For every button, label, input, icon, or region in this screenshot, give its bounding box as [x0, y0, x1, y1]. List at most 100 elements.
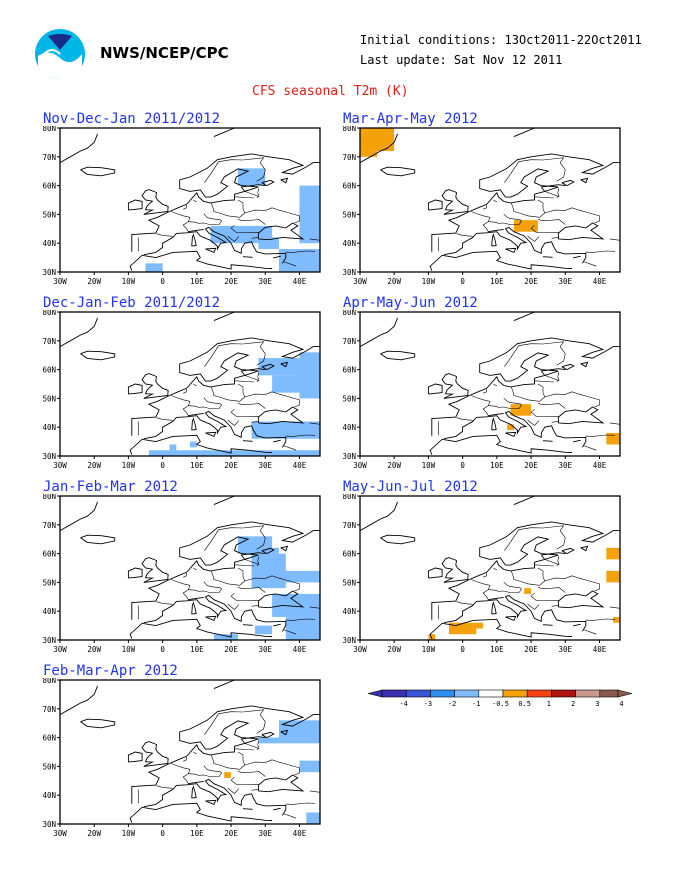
initial-conditions: Initial conditions: 13Oct2011-22Oct2011 — [360, 33, 642, 47]
lat-label: 50N — [342, 394, 356, 403]
anomaly-cell — [507, 424, 514, 431]
border — [544, 191, 559, 197]
lon-label: 10E — [190, 277, 204, 286]
coastline — [273, 623, 281, 627]
border — [193, 384, 197, 386]
legend-swatch — [551, 689, 576, 698]
lat-label: 30N — [42, 820, 56, 829]
border — [256, 556, 260, 566]
coastline — [240, 736, 266, 744]
coastline — [141, 741, 169, 767]
lon-label: 20E — [224, 645, 238, 654]
lat-label: 30N — [42, 268, 56, 277]
border — [171, 579, 191, 600]
coastline — [319, 225, 320, 244]
panel-title: Apr-May-Jun 2012 — [343, 295, 478, 311]
lon-label: 20E — [224, 277, 238, 286]
anomaly-cell — [278, 248, 320, 272]
border — [244, 575, 273, 582]
coastline — [80, 166, 116, 177]
anomaly-cell — [272, 593, 320, 617]
lon-label: 10E — [490, 645, 504, 654]
border — [272, 759, 300, 776]
border — [572, 391, 600, 408]
lat-label: 70N — [42, 705, 56, 714]
legend-swatch — [430, 689, 455, 698]
lon-label: 0 — [460, 461, 465, 470]
lon-label: 20E — [224, 461, 238, 470]
lon-label: 0 — [460, 277, 465, 286]
border — [244, 759, 273, 766]
coastline — [188, 412, 204, 417]
coastline — [431, 153, 620, 252]
forecast-map: 30W 20W 10W 0 10E 20E 30E 40E 80N 70N 60N 50N 40N 30N — [342, 310, 621, 470]
legend-label: 0.5 — [518, 700, 531, 708]
coastline — [491, 417, 497, 431]
coastline — [213, 680, 235, 690]
legend-label: 2 — [571, 700, 575, 708]
map-panel: May-Jun-Jul 2012 30W 20W 10W 0 10E 20E 30E 40E 8… — [340, 479, 640, 657]
border — [227, 787, 240, 794]
border — [488, 213, 522, 225]
lat-label: 60N — [42, 182, 56, 191]
anomaly-cell — [513, 220, 538, 232]
border — [210, 751, 246, 770]
coastline — [257, 222, 305, 241]
lon-label: 10W — [422, 645, 436, 654]
map-frame — [359, 127, 621, 273]
panel-title: Dec-Jan-Feb 2011/2012 — [43, 295, 221, 311]
border — [584, 629, 597, 635]
border — [556, 372, 560, 382]
coastline — [127, 751, 143, 763]
legend-arrow-right — [617, 689, 633, 698]
border — [556, 188, 560, 198]
coastline — [619, 593, 620, 612]
coastline — [360, 501, 399, 531]
border — [156, 233, 173, 237]
border — [285, 618, 315, 621]
anomaly-cell — [190, 441, 197, 448]
border — [488, 581, 522, 593]
coastline — [488, 412, 504, 417]
border — [188, 213, 222, 225]
forecast-map: 30W 20W 10W 0 10E 20E 30E 40E 80N 70N 60N 50N 40N 30N — [42, 310, 321, 470]
anomaly-cell — [606, 432, 620, 445]
map-frame — [59, 127, 321, 273]
anomaly-cell — [510, 404, 532, 416]
coastline — [513, 312, 535, 322]
forecast-map: 30W 20W 10W 0 10E 20E 30E 40E 80N 70N 60N 50N 40N 30N — [342, 494, 621, 654]
border — [272, 207, 300, 224]
border — [183, 204, 187, 210]
lon-label: 0 — [160, 829, 165, 838]
border — [210, 383, 246, 402]
border — [210, 199, 246, 218]
coastline — [273, 807, 281, 811]
coastline — [429, 618, 573, 639]
coastline — [205, 431, 217, 437]
lon-label: 0 — [460, 645, 465, 654]
coastline — [429, 250, 573, 271]
coastline — [319, 777, 320, 796]
noaa-logo — [35, 29, 85, 80]
lat-label: 60N — [342, 182, 356, 191]
forecast-map: 30W 20W 10W 0 10E 20E 30E 40E 80N 70N 60N 50N 40N 30N — [342, 126, 621, 286]
coastline — [441, 189, 469, 215]
coastline — [127, 567, 143, 579]
coastline — [319, 409, 320, 428]
forecast-map: 30W 20W 10W 0 10E 20E 30E 40E 80N 70N 60N 50N 40N 30N — [42, 494, 321, 654]
lon-label: 0 — [160, 461, 165, 470]
lake — [280, 177, 289, 184]
lat-label: 70N — [42, 153, 56, 162]
coastline — [360, 133, 399, 163]
coastline — [429, 434, 573, 455]
border — [284, 445, 297, 451]
lon-label: 30E — [558, 461, 572, 470]
coastline — [273, 439, 281, 443]
border — [256, 372, 260, 382]
lat-label: 60N — [342, 366, 356, 375]
anomaly-cell — [606, 570, 620, 583]
anomaly-cell — [278, 720, 320, 744]
map-panel: Feb-Mar-Apr 2012 30W 20W 10W 0 10E 20E 30E 40E 8… — [40, 663, 340, 841]
coastline — [427, 383, 443, 395]
coastline — [213, 312, 235, 322]
